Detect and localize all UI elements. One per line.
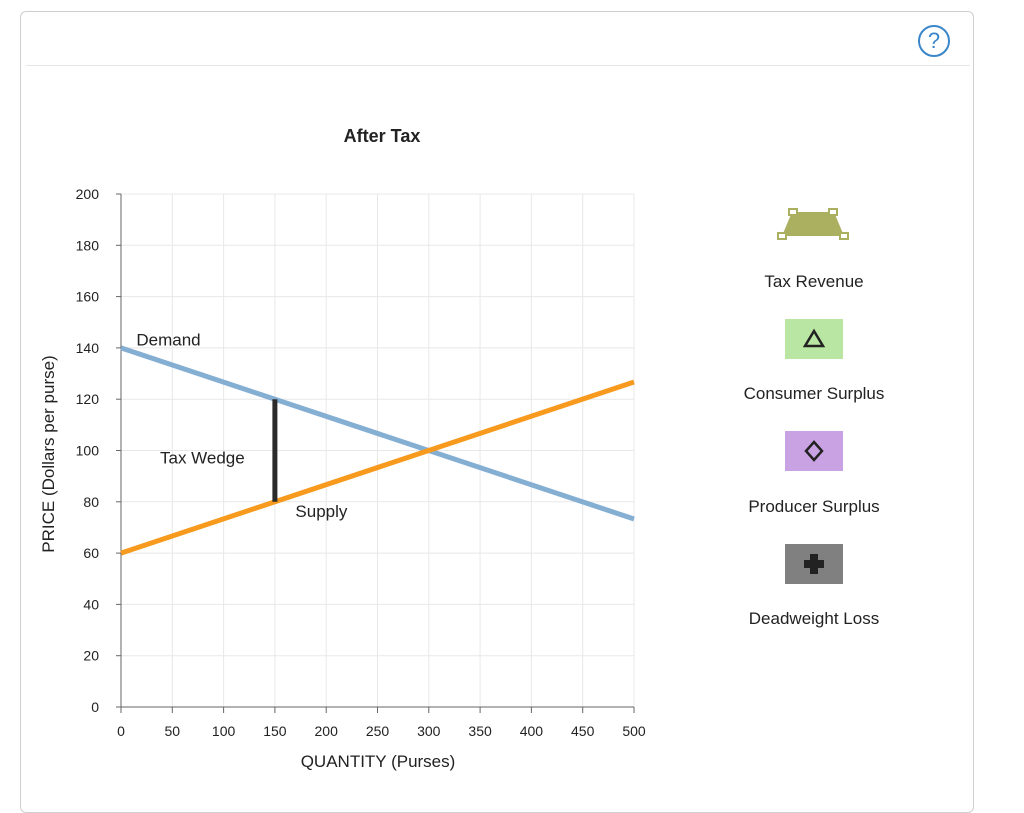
graph-panel <box>20 11 974 813</box>
consumer-surplus-triangle-icon[interactable] <box>785 319 843 364</box>
series-lines <box>120 345 635 556</box>
supply-label: Supply <box>295 502 347 521</box>
y-tick-label: 0 <box>91 699 99 715</box>
y-tick-label: 80 <box>83 494 99 510</box>
axes: 0 20 40 60 80 100 120 140 160 180 200 0 50 100 150 200 2… <box>76 186 646 739</box>
x-tick-label: 400 <box>520 723 544 739</box>
x-tick-label: 0 <box>117 723 125 739</box>
x-tick-label: 500 <box>622 723 646 739</box>
x-tick-label: 100 <box>212 723 236 739</box>
consumer-surplus-label: Consumer Surplus <box>743 384 885 403</box>
x-tick-label: 300 <box>417 723 441 739</box>
grid <box>121 193 635 707</box>
annotations: Demand Supply Tax Wedge <box>136 330 348 521</box>
x-tick-label: 50 <box>165 723 181 739</box>
y-tick-label: 180 <box>76 237 100 253</box>
y-tick-label: 200 <box>76 186 100 202</box>
chart-title: After Tax <box>344 126 421 146</box>
x-axis-label: QUANTITY (Purses) <box>301 752 456 771</box>
x-tick-label: 150 <box>263 723 287 739</box>
x-tick-label: 450 <box>571 723 595 739</box>
supply-curve[interactable] <box>120 379 635 556</box>
producer-surplus-label: Producer Surplus <box>748 497 880 516</box>
producer-surplus-diamond-icon[interactable] <box>785 431 843 476</box>
y-tick-label: 100 <box>76 443 100 459</box>
help-question-icon[interactable]: ? <box>917 24 951 58</box>
y-tick-label: 160 <box>76 289 100 305</box>
deadweight-loss-cross-icon[interactable] <box>785 544 843 589</box>
tax-revenue-label: Tax Revenue <box>764 272 864 291</box>
tax-revenue-trapezoid-icon[interactable] <box>774 206 852 251</box>
tax-wedge-label: Tax Wedge <box>160 448 245 467</box>
y-tick-label: 20 <box>83 648 99 664</box>
y-tick-label: 40 <box>83 596 99 612</box>
x-tick-label: 250 <box>366 723 390 739</box>
chart: 0 20 40 60 80 100 120 140 160 180 200 0 50 100 150 200 2… <box>39 126 646 771</box>
help-question-mark: ? <box>928 28 940 53</box>
panel-divider <box>26 65 970 66</box>
y-axis-label: PRICE (Dollars per purse) <box>39 355 58 552</box>
deadweight-loss-label: Deadweight Loss <box>748 609 880 628</box>
x-tick-label: 200 <box>315 723 339 739</box>
y-tick-label: 60 <box>83 545 99 561</box>
x-tick-label: 350 <box>468 723 492 739</box>
y-tick-label: 120 <box>76 391 100 407</box>
demand-curve[interactable] <box>120 345 635 522</box>
y-tick-label: 140 <box>76 340 100 356</box>
demand-label: Demand <box>136 330 200 349</box>
